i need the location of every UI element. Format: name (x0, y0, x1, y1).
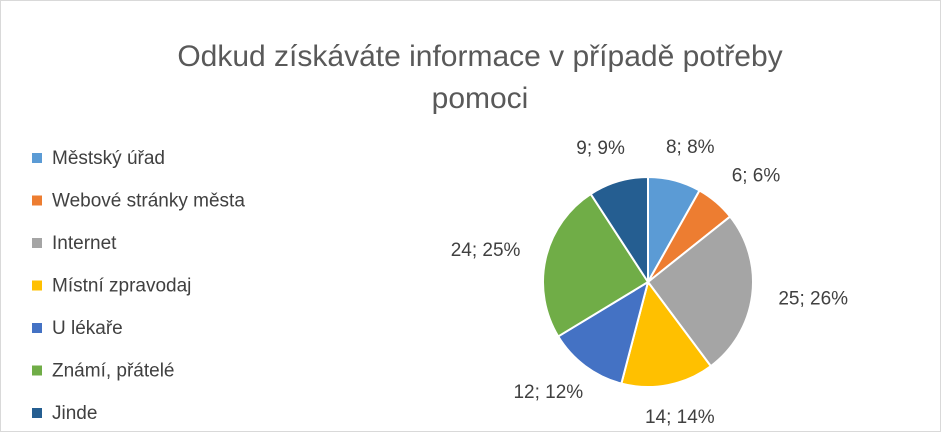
data-label: 8; 8% (666, 137, 715, 158)
legend-label: Místní zpravodaj (52, 276, 191, 297)
legend-label: Jinde (52, 403, 97, 424)
data-label: 12; 12% (513, 382, 583, 403)
data-label: 24; 25% (451, 240, 521, 261)
pie-slice (556, 279, 650, 385)
legend-label: Webové stránky města (52, 191, 245, 212)
pie-slice (620, 279, 713, 388)
legend-label: Internet (52, 233, 117, 254)
legend-swatch (32, 153, 42, 163)
legend-swatch (32, 365, 42, 376)
legend-swatch (32, 408, 42, 418)
legend-label: Městský úřad (52, 148, 165, 169)
pie-slice (646, 215, 754, 368)
data-label: 25; 26% (778, 289, 848, 310)
legend-swatch (32, 238, 42, 248)
pie-slice (589, 175, 649, 286)
legend-swatch (32, 195, 42, 206)
legend-swatch (32, 280, 42, 291)
data-label: 9; 9% (576, 138, 625, 159)
legend-label: Známí, přátelé (52, 361, 175, 382)
legend-label: U lékaře (52, 318, 123, 339)
data-label: 6; 6% (732, 165, 781, 186)
data-label: 14; 14% (645, 407, 715, 428)
chart-title: Odkud získáváte informace v případě potř… (177, 40, 783, 115)
legend-swatch (32, 323, 42, 333)
pie-slice (542, 192, 650, 338)
